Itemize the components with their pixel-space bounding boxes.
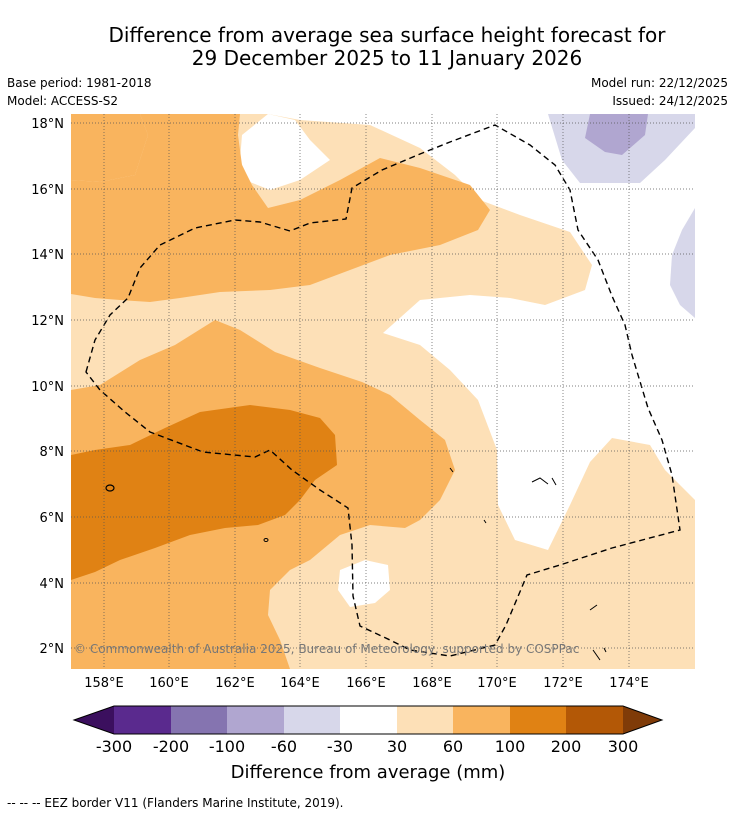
contour-speck (105, 484, 115, 492)
colorbar-segment (397, 706, 453, 734)
eez-legend-note: -- -- -- EEZ border V11 (Flanders Marine… (7, 796, 344, 810)
lon-label: 168°E (412, 676, 452, 691)
lon-label: 162°E (215, 676, 255, 691)
lon-label: 164°E (280, 676, 320, 691)
colorbar-segment (453, 706, 510, 734)
colorbar-tick: 100 (495, 737, 526, 756)
lat-label: 16°N (31, 183, 64, 198)
lat-label: 14°N (31, 248, 64, 263)
band-60-100-north (71, 114, 490, 302)
colorbar-title: Difference from average (mm) (231, 762, 506, 783)
band-neutral-east (268, 114, 695, 550)
colorbar-arrow-low (74, 706, 114, 734)
colorbar-tick: 200 (551, 737, 582, 756)
lon-label: 170°E (477, 676, 517, 691)
lon-label: 174°E (609, 676, 649, 691)
band-neutral-northwest (240, 114, 330, 190)
island-outlines (449, 467, 607, 661)
colorbar-outline (72, 705, 664, 735)
lat-label: 12°N (31, 314, 64, 329)
colorbar-segment (510, 706, 566, 734)
band-minus60-minus100 (585, 114, 648, 155)
lat-label: 6°N (40, 511, 65, 526)
longitude-labels: 158°E 160°E 162°E 164°E 166°E 168°E 170°… (84, 676, 649, 691)
colorbar-tick: -300 (96, 737, 132, 756)
issued-date: Issued: 24/12/2025 (612, 94, 728, 108)
band-100-200 (71, 405, 337, 580)
colorbar-tick: 300 (608, 737, 639, 756)
lat-label: 8°N (40, 445, 65, 460)
band-minus30-minus60-east (670, 208, 695, 318)
colorbar-segment (340, 706, 397, 734)
contour-speck (263, 538, 269, 542)
lon-label: 172°E (543, 676, 583, 691)
colorbar-tick: 30 (387, 737, 407, 756)
colorbar-tick: -30 (327, 737, 353, 756)
latitude-labels: 18°N 16°N 14°N 12°N 10°N 8°N 6°N 4°N 2°N (31, 117, 64, 657)
title-line-1: Difference from average sea surface heig… (108, 23, 666, 47)
colorbar-tick: -200 (153, 737, 189, 756)
colorbar (72, 705, 664, 735)
base-period: Base period: 1981-2018 (7, 76, 152, 90)
colorbar-tick: -100 (209, 737, 245, 756)
lon-label: 166°E (346, 676, 386, 691)
colorbar-arrow-high (623, 706, 662, 734)
colorbar-tick: -60 (271, 737, 297, 756)
map-gridlines (71, 114, 695, 669)
lon-label: 160°E (149, 676, 189, 691)
sea-surface-height-map (71, 114, 695, 669)
lat-label: 18°N (31, 117, 64, 132)
colorbar-tick: 60 (443, 737, 463, 756)
colorbar-segment (566, 706, 623, 734)
model-run: Model run: 22/12/2025 (590, 76, 728, 90)
colorbar-segment (114, 706, 171, 734)
title-line-2: 29 December 2025 to 11 January 2026 (191, 46, 583, 70)
band-neutral-south (338, 560, 390, 607)
colorbar-tick-labels: -300 -200 -100 -60 -30 30 60 100 200 300 (96, 737, 638, 756)
band-60-100-northwest (71, 114, 148, 182)
model-name: Model: ACCESS-S2 (7, 94, 119, 108)
colorbar-segment (227, 706, 284, 734)
lat-label: 10°N (31, 380, 64, 395)
lon-label: 158°E (84, 676, 124, 691)
copyright-notice: © Commonwealth of Australia 2025, Bureau… (74, 642, 579, 656)
lat-label: 2°N (40, 642, 65, 657)
lat-label: 4°N (40, 577, 65, 592)
colorbar-segment (284, 706, 340, 734)
colorbar-segment (171, 706, 227, 734)
